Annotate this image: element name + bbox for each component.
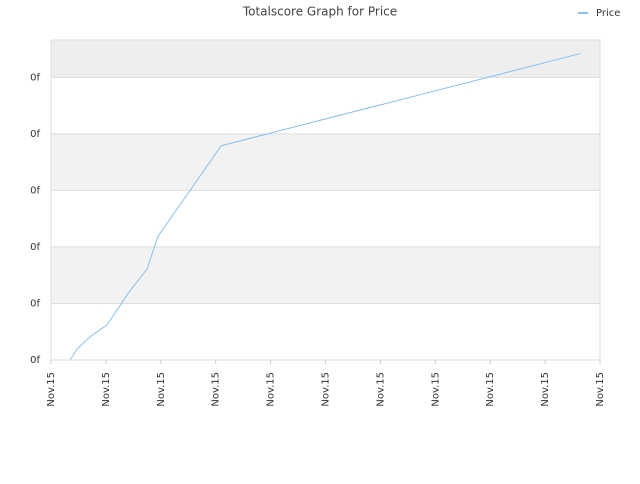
chart-title: Totalscore Graph for Price — [242, 5, 397, 19]
y-tick-label: 0f — [30, 72, 40, 83]
legend-label: Price — [596, 8, 620, 19]
y-tick-label: 0f — [30, 129, 40, 140]
x-tick-label: Nov.15 — [540, 372, 551, 407]
plot-band — [51, 40, 600, 78]
plot-band — [51, 246, 600, 304]
x-tick-label: Nov.15 — [266, 372, 277, 407]
x-tick-label: Nov.15 — [101, 372, 112, 407]
x-tick-label: Nov.15 — [321, 372, 332, 407]
y-tick-label: 0f — [30, 298, 40, 309]
x-tick-label: Nov.15 — [595, 372, 606, 407]
x-tick-label: Nov.15 — [430, 372, 441, 407]
plot-border — [50, 39, 601, 361]
y-tick-label: 0f — [30, 355, 40, 366]
x-tick-label: Nov.15 — [156, 372, 167, 407]
x-tick-label: Nov.15 — [46, 372, 57, 407]
x-tick-label: Nov.15 — [211, 372, 222, 407]
x-tick-label: Nov.15 — [375, 372, 386, 407]
x-tick-label: Nov.15 — [485, 372, 496, 407]
plot-band — [51, 133, 600, 191]
data-line — [69, 53, 581, 361]
y-tick-label: 0f — [30, 242, 40, 253]
y-tick-label: 0f — [30, 185, 40, 196]
